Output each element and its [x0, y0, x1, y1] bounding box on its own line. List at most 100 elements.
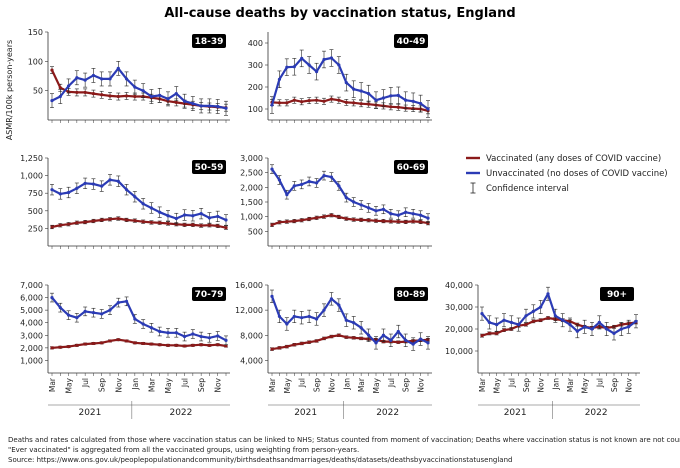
- unvaccinated-point: [307, 314, 311, 319]
- vaccinated-point: [58, 86, 62, 90]
- x-tick-label: Mar: [357, 377, 366, 392]
- vaccinated-point: [141, 341, 145, 346]
- unvaccinated-point: [329, 175, 334, 179]
- vaccinated-point: [366, 218, 371, 222]
- vaccinated-point: [174, 343, 178, 347]
- unvaccinated-point: [366, 92, 371, 96]
- vaccinated-point: [344, 100, 348, 104]
- unvaccinated-point: [58, 306, 62, 310]
- unvaccinated-point: [91, 182, 96, 186]
- unvaccinated-point: [531, 309, 535, 313]
- panel-badge: [394, 160, 428, 174]
- unvaccinated-point: [583, 325, 587, 329]
- unvaccinated-point: [426, 341, 430, 345]
- vaccinated-point: [396, 220, 400, 224]
- y-tick-label: 250: [28, 224, 43, 233]
- y-tick-label: 6,000: [20, 294, 43, 303]
- vaccinated-line: [271, 214, 429, 226]
- unvaccinated-point: [158, 210, 162, 214]
- unvaccinated-point: [124, 77, 129, 81]
- y-tick-label: 300: [248, 61, 263, 70]
- x-tick-label: May: [283, 377, 292, 393]
- x-tick-label: Sep: [522, 378, 531, 392]
- vaccinated-point: [158, 221, 162, 225]
- vaccinated-point: [277, 101, 282, 105]
- vaccinated-point: [133, 341, 137, 345]
- vaccinated-point: [329, 334, 334, 339]
- unvaccinated-point: [404, 338, 408, 342]
- vaccinated-point: [329, 213, 334, 217]
- panels-layer: 50 100 150 18-39 100 200 300 400 40-49 250 500 750 1…: [20, 28, 640, 419]
- vaccinated-point: [199, 223, 203, 228]
- unvaccinated-point: [329, 56, 334, 60]
- unvaccinated-point: [133, 85, 137, 89]
- vaccinated-point: [116, 338, 120, 342]
- vaccinated-point: [277, 346, 282, 350]
- unvaccinated-point: [575, 329, 579, 333]
- x-tick-label: Jul: [387, 378, 396, 388]
- unvaccinated-point: [612, 331, 616, 335]
- unvaccinated-point: [149, 206, 154, 210]
- x-tick-label: Sep: [402, 378, 411, 392]
- panel-badge: [192, 287, 226, 301]
- unvaccinated-point: [344, 318, 348, 322]
- panel-badge-label: 70-79: [195, 290, 224, 300]
- vaccinated-point: [314, 339, 319, 343]
- vaccinated-line: [271, 334, 429, 351]
- unvaccinated-point: [270, 103, 274, 107]
- vaccinated-point: [158, 343, 162, 347]
- y-tick-label: 1,250: [20, 154, 43, 163]
- unvaccinated-point: [216, 214, 220, 219]
- x-tick-label: Sep: [197, 378, 206, 392]
- vaccinated-point: [224, 226, 228, 230]
- unvaccinated-point: [116, 301, 120, 305]
- x-tick-label: Mar: [566, 377, 575, 392]
- unvaccinated-point: [352, 87, 356, 91]
- vaccinated-point: [487, 331, 491, 335]
- vaccinated-point: [381, 219, 386, 223]
- unvaccinated-line: [270, 56, 429, 110]
- vaccinated-point: [141, 220, 145, 224]
- unvaccinated-point: [307, 179, 311, 184]
- unvaccinated-point: [329, 297, 334, 301]
- vaccinated-point: [270, 223, 274, 227]
- unvaccinated-point: [517, 323, 521, 327]
- vaccinated-point: [100, 93, 104, 97]
- vaccinated-point: [531, 319, 535, 323]
- unvaccinated-point: [66, 84, 71, 88]
- y-tick-label: 3,000: [20, 331, 43, 340]
- vaccinated-point: [411, 219, 415, 223]
- unvaccinated-point: [108, 77, 112, 81]
- vaccinated-point: [124, 218, 129, 222]
- vaccinated-point: [322, 99, 326, 103]
- unvaccinated-point: [634, 319, 638, 323]
- legend: Vaccinated (any doses of COVID vaccine) U…: [466, 154, 668, 194]
- unvaccinated-point: [366, 333, 371, 337]
- vaccinated-point: [50, 225, 54, 229]
- vaccinated-point: [329, 97, 334, 101]
- x-tick-label: Nov: [625, 377, 634, 392]
- unvaccinated-point: [418, 337, 423, 341]
- vaccinated-point: [307, 340, 311, 344]
- vaccinated-point: [207, 223, 212, 227]
- unvaccinated-point: [314, 70, 319, 74]
- x-tick-label: May: [164, 377, 173, 393]
- y-tick-label: 1,500: [240, 198, 263, 207]
- unvaccinated-point: [207, 336, 212, 340]
- panel-badge: [394, 287, 428, 301]
- unvaccinated-point: [509, 320, 513, 324]
- unvaccinated-line: [481, 292, 637, 335]
- vaccinated-point: [389, 105, 393, 109]
- unvaccinated-point: [199, 212, 203, 216]
- unvaccinated-point: [133, 195, 137, 199]
- vaccinated-point: [322, 336, 326, 341]
- unvaccinated-point: [191, 332, 195, 336]
- vaccinated-point: [404, 220, 408, 224]
- x-tick-label: Jul: [298, 378, 307, 388]
- unvaccinated-point: [124, 188, 129, 192]
- vaccinated-point: [292, 219, 296, 223]
- vaccinated-point: [539, 318, 543, 322]
- unvaccinated-point: [285, 65, 289, 69]
- vaccinated-point: [182, 344, 187, 348]
